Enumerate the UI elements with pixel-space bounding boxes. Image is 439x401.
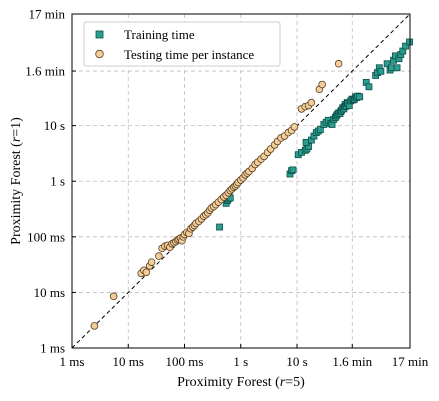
series-training-time bbox=[216, 38, 413, 231]
diagonal-reference-line bbox=[71, 13, 411, 349]
testing-time-point bbox=[290, 123, 299, 131]
x-tick-label: 1 ms bbox=[60, 354, 85, 369]
training-time-point bbox=[356, 93, 364, 101]
x-tick-label: 1 s bbox=[233, 354, 248, 369]
axis-ticks: 1 ms1 ms 10 ms 10 ms 100 ms 100 ms 1 s 1 s 10 s… bbox=[25, 7, 428, 370]
testing-time-point bbox=[109, 292, 118, 301]
y-tick-label: 100 ms bbox=[27, 229, 65, 244]
x-tick-label: 10 s bbox=[286, 354, 307, 369]
x-tick-label: 100 ms bbox=[166, 354, 204, 369]
y-tick-label: 1.6 min bbox=[25, 64, 65, 79]
training-time-point bbox=[216, 223, 223, 231]
x-axis-label: Proximity Forest (r=5) bbox=[177, 375, 305, 390]
testing-time-point bbox=[155, 252, 163, 260]
training-time-point bbox=[402, 42, 409, 50]
legend-box bbox=[83, 21, 281, 67]
y-axis-label: Proximity Forest (r=1) bbox=[9, 117, 24, 245]
legend-label-testing: Testing time per instance bbox=[124, 47, 254, 62]
legend: Training time Testing time per instance bbox=[83, 21, 281, 67]
series-layer bbox=[90, 38, 413, 330]
y-tick-label: 10 s bbox=[44, 118, 65, 133]
testing-time-point bbox=[307, 98, 316, 107]
y-tick-label: 10 ms bbox=[34, 285, 65, 300]
y-tick-label: 1 ms bbox=[40, 341, 65, 356]
x-tick-label: 1.6 min bbox=[332, 354, 372, 369]
training-time-point bbox=[377, 67, 385, 75]
testing-time-point bbox=[334, 59, 343, 68]
training-time-point bbox=[365, 83, 373, 91]
legend-label-training: Training time bbox=[124, 27, 195, 42]
testing-time-point bbox=[318, 80, 326, 89]
testing-time-point bbox=[147, 258, 156, 266]
training-time-point bbox=[289, 166, 297, 174]
training-time-point bbox=[316, 126, 324, 133]
y-tick-label: 17 min bbox=[29, 7, 66, 22]
testing-time-point bbox=[90, 322, 99, 330]
testing-time-point bbox=[142, 268, 151, 277]
legend-marker-training bbox=[95, 30, 104, 39]
x-tick-label: 10 ms bbox=[113, 354, 144, 369]
legend-marker-testing bbox=[95, 49, 104, 59]
series-testing-time bbox=[90, 59, 343, 330]
y-tick-label: 1 s bbox=[50, 174, 65, 189]
training-time-point bbox=[393, 64, 401, 72]
x-tick-label: 17 min bbox=[392, 354, 429, 369]
